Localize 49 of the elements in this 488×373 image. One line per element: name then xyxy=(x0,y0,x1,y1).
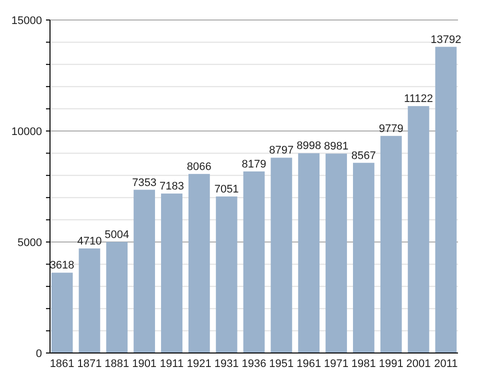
data-label: 8179 xyxy=(242,158,266,170)
bar xyxy=(352,162,374,353)
x-tick-label: 1861 xyxy=(50,358,74,370)
bar xyxy=(51,272,73,353)
x-tick-label: 1961 xyxy=(296,358,322,370)
x-tick-label: 1951 xyxy=(269,358,294,370)
data-label: 3618 xyxy=(50,260,74,272)
data-label: 7051 xyxy=(214,183,239,196)
bar xyxy=(243,171,265,353)
data-label: 8981 xyxy=(324,140,348,153)
data-label: 13792 xyxy=(430,34,462,46)
x-tick-label: 1971 xyxy=(324,358,348,370)
bar xyxy=(408,106,430,353)
data-label: 8567 xyxy=(351,150,376,162)
data-label: 8998 xyxy=(296,140,322,152)
x-tick-label: 1871 xyxy=(77,358,102,370)
bar xyxy=(326,154,347,353)
y-tick-label: 15000 xyxy=(11,14,42,27)
x-tick-label: 1911 xyxy=(160,358,184,370)
data-label: 11122 xyxy=(404,93,433,106)
x-tick-label: 2011 xyxy=(434,358,458,370)
bar xyxy=(216,196,238,353)
x-tick-label: 1991 xyxy=(378,358,404,370)
x-tick-label: 1901 xyxy=(132,358,157,370)
y-tick-label: 0 xyxy=(36,348,42,360)
bar xyxy=(298,153,320,353)
x-tick-label: 1931 xyxy=(214,358,239,370)
x-tick-label: 2001 xyxy=(406,358,431,370)
bar xyxy=(380,136,402,353)
x-tick-label: 1881 xyxy=(104,358,130,370)
y-tick-label: 10000 xyxy=(11,126,42,138)
x-tick-label: 1921 xyxy=(186,358,212,370)
data-label: 8066 xyxy=(186,160,212,173)
bar xyxy=(188,174,210,353)
bar xyxy=(78,248,100,353)
bar xyxy=(106,242,128,353)
data-label: 4710 xyxy=(77,235,102,248)
data-label: 7183 xyxy=(160,180,184,193)
data-label: 7353 xyxy=(132,176,157,189)
data-label: 9779 xyxy=(378,122,404,135)
data-label: 8797 xyxy=(269,144,294,157)
y-tick-label: 5000 xyxy=(18,236,42,249)
bar xyxy=(134,190,156,353)
x-tick-label: 1981 xyxy=(351,358,376,370)
data-label: 5004 xyxy=(104,228,130,241)
bar xyxy=(161,194,182,353)
bar xyxy=(270,158,292,353)
x-tick-label: 1936 xyxy=(242,358,266,370)
bar xyxy=(435,46,457,353)
